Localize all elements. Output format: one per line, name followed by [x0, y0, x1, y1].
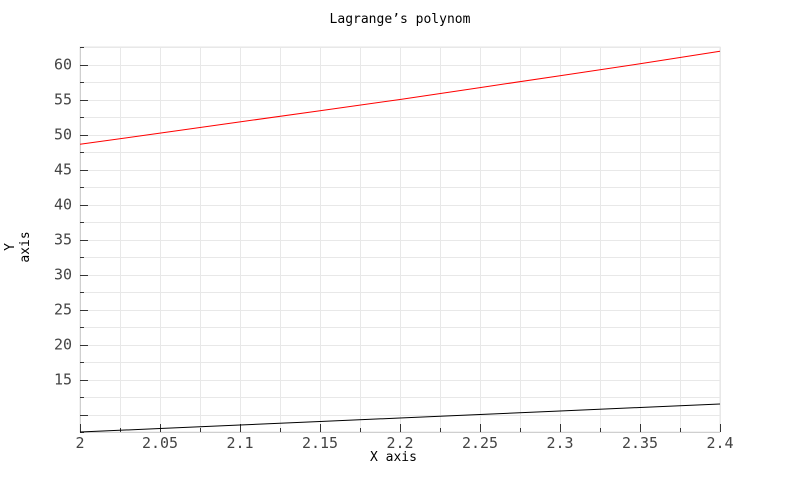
x-tick-label: 2.4 [706, 434, 733, 452]
y-tick-label: 25 [54, 301, 72, 319]
x-tick-label: 2.2 [386, 434, 413, 452]
y-tick-label: 15 [54, 371, 72, 389]
y-tick-label: 20 [54, 336, 72, 354]
x-tick-label: 2.35 [622, 434, 658, 452]
y-axis-label: Y axis [3, 231, 33, 263]
y-tick-label: 45 [54, 161, 72, 179]
x-tick-label: 2.3 [546, 434, 573, 452]
x-tick-label: 2.1 [226, 434, 253, 452]
y-tick-label: 35 [54, 231, 72, 249]
chart-title: Lagrange’s polynom [329, 12, 471, 27]
x-tick-label: 2.25 [462, 434, 498, 452]
x-tick-label: 2.05 [142, 434, 178, 452]
y-tick-label: 30 [54, 266, 72, 284]
y-tick-label: 40 [54, 196, 72, 214]
y-tick-label: 60 [54, 56, 72, 74]
x-tick-label: 2 [75, 434, 84, 452]
x-axis-label: X axis [370, 450, 417, 465]
series-line-2 [79, 403, 721, 433]
y-tick-label: 50 [54, 126, 72, 144]
series-line-1 [79, 50, 721, 145]
x-tick-label: 2.15 [302, 434, 338, 452]
y-tick-label: 55 [54, 91, 72, 109]
